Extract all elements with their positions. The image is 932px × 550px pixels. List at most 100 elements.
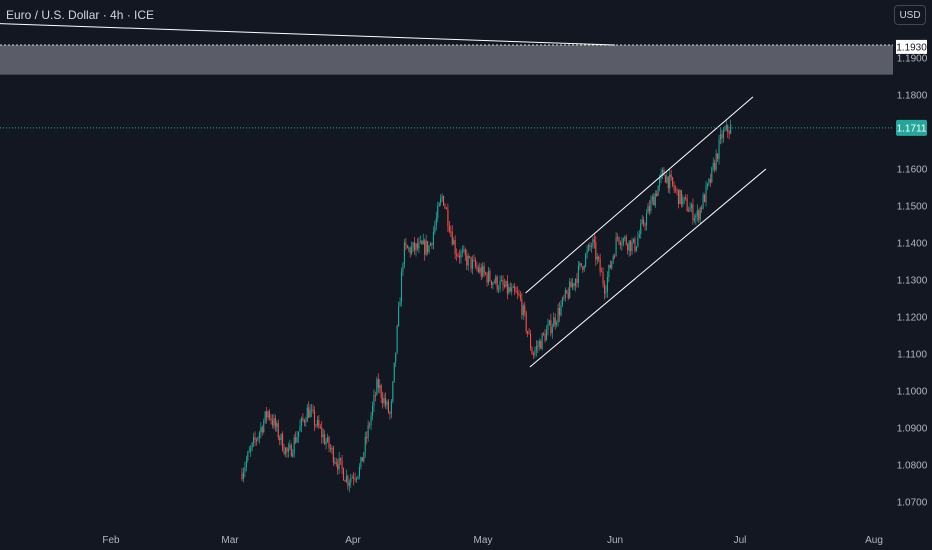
candle [460,248,462,264]
descending-trendline[interactable] [0,23,616,46]
candle [457,252,459,258]
candle [318,414,320,430]
candle [730,119,732,135]
candle [311,403,313,417]
candle [490,280,492,289]
candle [593,234,595,249]
candle [538,338,540,351]
candle [669,168,671,194]
candle [367,420,369,442]
candle [512,284,514,288]
candle [435,211,437,231]
channel-layer [525,96,767,368]
candle [521,292,523,320]
candle [635,246,637,252]
candle [387,398,389,414]
candle [443,195,445,206]
candle [287,442,289,458]
candle [580,263,582,268]
candle [295,431,297,444]
candle [656,190,658,198]
candle [477,264,479,274]
candle [329,444,331,453]
channel-lower-line[interactable] [529,168,767,368]
candle [463,245,465,253]
candle [373,389,375,413]
candle [630,239,632,256]
candle [251,441,253,452]
resistance-zone-layer [0,44,893,75]
candle [614,253,616,260]
candle [273,413,275,430]
candle [258,430,260,444]
candle [686,194,688,212]
candle [245,455,247,472]
candle [643,216,645,227]
candle [255,437,258,446]
candle [690,202,693,213]
channel-upper-line[interactable] [525,96,754,294]
resistance-zone [0,45,893,75]
candle [386,399,388,410]
candle [725,120,727,131]
candle [709,173,711,187]
candle [563,294,565,302]
candle [319,424,321,430]
candle [548,319,550,326]
candle [448,220,450,234]
candle [374,391,376,402]
candle [461,245,463,258]
candle [572,277,574,291]
candle [305,416,307,428]
candle [567,287,569,301]
candle [545,325,548,341]
candle [721,129,723,144]
candle [269,408,271,421]
candle [708,177,710,187]
candle [677,189,679,209]
candle [369,422,371,429]
candle [348,479,350,493]
candle [644,222,646,231]
candle [574,278,577,292]
candle [704,193,706,203]
candle [437,201,439,222]
candle [299,419,301,432]
candle [527,330,529,338]
candle [450,225,452,238]
candle [560,300,562,317]
candle [651,194,653,205]
candle [438,202,440,207]
candle [625,234,627,246]
candle [541,332,543,351]
candles-layer [241,119,732,493]
candle [440,194,442,207]
candle [638,229,640,239]
y-tick-label: 1.1000 [897,387,928,398]
candle [298,431,300,443]
candle [653,192,655,206]
candle [579,261,581,270]
candle [254,431,256,446]
candle [324,430,326,446]
candle [698,208,700,223]
x-tick-label: Feb [102,535,120,546]
candle [530,329,532,351]
y-tick-label: 1.0900 [897,424,928,435]
x-tick-label: May [474,535,493,546]
last-price-label: 1.1711 [897,123,927,134]
candle [702,192,704,210]
candle [661,167,664,180]
currency-button[interactable]: USD [894,5,926,25]
candle [290,443,292,457]
candle [602,267,604,288]
candle [672,176,674,188]
price-tags: 1.1930 1.1711 [896,39,927,136]
candle [429,241,432,247]
candle [727,124,729,139]
candle [693,214,695,223]
candle [537,340,539,354]
candle [557,303,559,327]
candle [680,189,682,208]
